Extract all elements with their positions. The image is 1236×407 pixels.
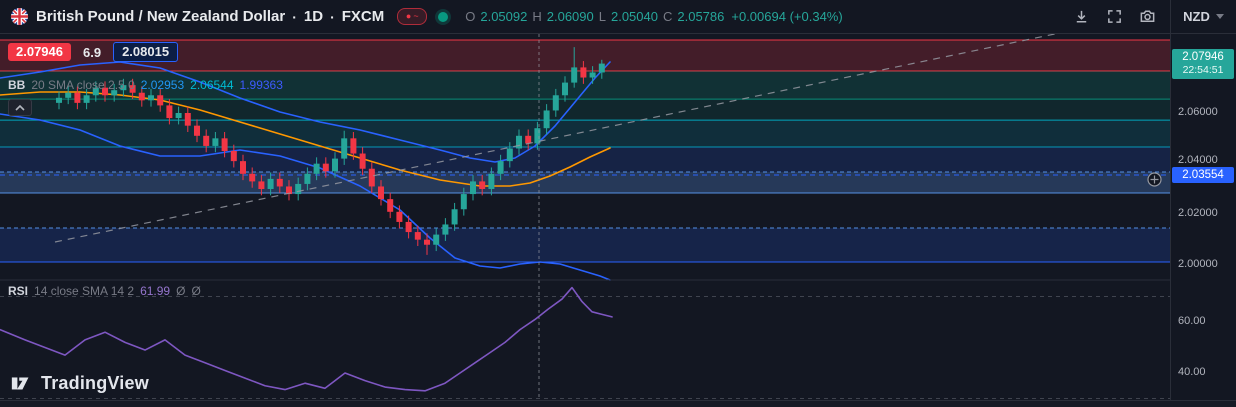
close-label: C [662,9,673,24]
chevron-down-icon [1215,14,1224,19]
delayed-data-icon[interactable]: ● ~ [397,8,428,25]
tradingview-logo[interactable]: TradingView [10,371,149,395]
fullscreen-icon[interactable] [1101,4,1127,30]
symbol-title: British Pound / New Zealand Dollar [36,8,286,25]
separator-dot: · [292,8,297,25]
ohlc-values: O 2.05092 H 2.06090 L 2.05040 C 2.05786 +0.0… [465,9,842,24]
high-label: H [532,9,542,24]
price-alert-badge[interactable]: 2.07946 [8,43,71,61]
symbol-button[interactable]: British Pound / New Zealand Dollar · 1D … [10,7,384,26]
currency-label: NZD [1183,9,1210,24]
axis-label: 60.00 [1178,315,1206,327]
high-value: 2.06090 [546,9,594,24]
low-value: 2.05040 [610,9,658,24]
change-value: +0.00694 (+0.34%) [731,9,843,24]
market-status-icon[interactable] [438,11,449,22]
alert-target-icon[interactable] [1146,171,1163,193]
last-price-badge: 2.07946 22:54:51 [1172,49,1234,79]
tradingview-logo-icon [10,371,34,395]
rsi-params: 14 close SMA 14 2 [34,284,135,298]
bb-lower-value: 1.99363 [239,78,283,92]
axis-label: 2.06000 [1178,106,1218,118]
price-chart-canvas[interactable] [0,34,1170,400]
bb-basis-value: 2.02953 [140,78,185,92]
tradingview-logo-text: TradingView [41,372,149,393]
time-axis-bar[interactable] [0,400,1236,407]
drawing-badges-row: 2.07946 6.9 2.08015 [8,42,179,62]
bar-countdown: 22:54:51 [1182,64,1224,76]
chart-toolbar: British Pound / New Zealand Dollar · 1D … [0,0,1170,34]
separator-dot: · [330,8,335,25]
currency-selector[interactable]: NZD [1170,0,1236,34]
bb-upper-value: 2.06544 [190,78,234,92]
bb-name: BB [8,78,26,92]
axis-label: 2.02000 [1178,207,1218,219]
gbp-flag-icon [10,7,29,26]
download-icon[interactable] [1068,4,1094,30]
exchange-label: FXCM [341,8,385,25]
camera-icon[interactable] [1134,4,1160,30]
rsi-indicator-row[interactable]: RSI 14 close SMA 14 2 61.99 Ø Ø [8,284,201,298]
collapse-pane-button[interactable] [8,99,32,116]
low-label: L [598,9,606,24]
axis-label: 2.00000 [1178,258,1218,270]
bb-params: 20 SMA close 2.5 0 [31,78,135,92]
interval-button[interactable]: 1D [303,8,324,25]
rsi-ma-value-2: Ø [191,284,201,298]
last-price-value: 2.07946 [1182,51,1224,63]
order-price-badge[interactable]: 2.08015 [113,42,179,62]
close-value: 2.05786 [677,9,725,24]
axis-label: 2.04000 [1178,154,1218,166]
open-label: O [465,9,476,24]
rsi-ma-value-1: Ø [176,284,186,298]
spread-label: 6.9 [83,44,102,60]
axis-label: 40.00 [1178,366,1206,378]
alert-price-badge: 2.03554 [1172,167,1234,183]
rsi-name: RSI [8,284,29,298]
rsi-value: 61.99 [140,284,171,298]
price-axis[interactable]: 2.07946 22:54:51 2.06000 2.04000 2.03554… [1170,34,1236,400]
open-value: 2.05092 [480,9,528,24]
bb-indicator-row[interactable]: BB 20 SMA close 2.5 0 2.02953 2.06544 1.… [8,78,283,92]
